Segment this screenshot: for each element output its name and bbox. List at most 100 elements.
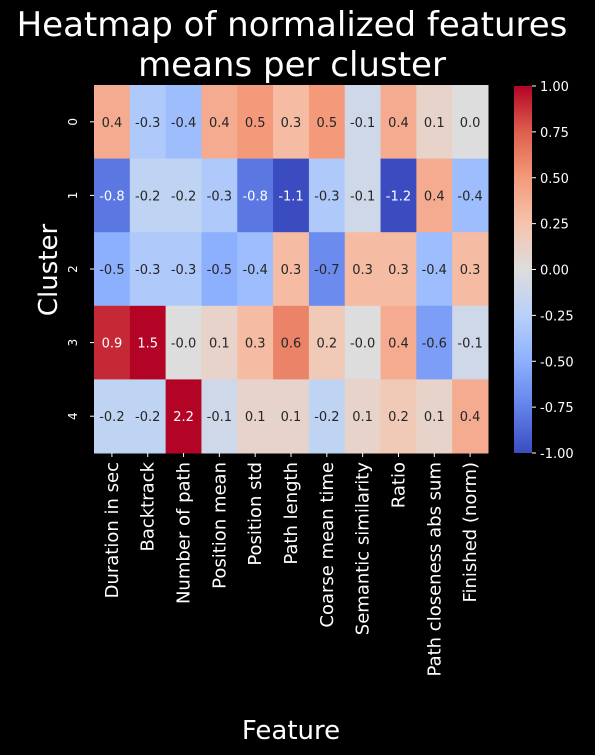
heatmap-cell-label: 0.1 xyxy=(281,410,302,425)
heatmap-cell-label: 0.4 xyxy=(388,116,409,131)
heatmap-cell-label: -0.4 xyxy=(171,116,196,131)
heatmap-cell xyxy=(94,85,131,160)
heatmap-cell-label: -0.0 xyxy=(171,337,196,352)
heatmap-cell-label: 0.4 xyxy=(460,410,481,425)
heatmap-cell xyxy=(380,85,417,160)
colorbar-tick-label: 0.00 xyxy=(540,264,569,279)
heatmap-cell-label: 0.1 xyxy=(352,410,373,425)
heatmap-cell-label: 0.1 xyxy=(424,116,445,131)
colorbar xyxy=(514,86,532,453)
heatmap-cell xyxy=(273,232,310,307)
x-tick-label: Position std xyxy=(245,462,266,566)
heatmap-cell xyxy=(308,85,346,160)
heatmap-cell xyxy=(94,232,131,307)
heatmap-cell-label: 0.3 xyxy=(388,263,409,278)
colorbar-tick-label: -0.75 xyxy=(540,401,574,416)
heatmap-cell-label: -0.3 xyxy=(171,263,196,278)
heatmap-cell-label: 0.4 xyxy=(424,189,445,204)
heatmap-cell xyxy=(344,305,382,380)
heatmap-cell-label: 0.5 xyxy=(245,116,266,131)
heatmap-cell-label: -0.2 xyxy=(99,410,124,425)
chart-title-line-1: Heatmap of normalized features xyxy=(17,5,568,45)
heatmap-cell xyxy=(416,158,453,233)
x-tick-label: Path closeness abs sum xyxy=(424,462,445,676)
heatmap-cell xyxy=(452,305,489,380)
x-tick-label: Coarse mean time xyxy=(317,462,338,628)
heatmap-cell-label: 0.3 xyxy=(245,337,266,352)
heatmap-cell-label: -0.2 xyxy=(314,410,339,425)
x-tick-label: Number of path xyxy=(174,462,195,604)
heatmap-cell xyxy=(165,232,202,307)
heatmap-cell xyxy=(201,305,238,380)
heatmap-cell-label: -0.3 xyxy=(135,116,160,131)
heatmap-cell-label: 0.3 xyxy=(281,116,302,131)
heatmap-cell-label: 0.4 xyxy=(209,116,230,131)
x-tick-label: Semantic similarity xyxy=(353,462,374,636)
x-axis-ticks: Duration in sec Backtrack Number of path Po… xyxy=(102,453,481,676)
heatmap-cell-label: -0.8 xyxy=(99,189,124,204)
heatmap-cell-label: -0.2 xyxy=(135,189,160,204)
heatmap-cell-label: -0.3 xyxy=(207,189,232,204)
heatmap-cell-label: 0.2 xyxy=(388,410,409,425)
heatmap-cell xyxy=(165,158,202,233)
y-axis-ticks: 0 1 2 3 4 xyxy=(66,118,94,420)
heatmap-cell xyxy=(416,232,453,307)
colorbar-tick-label: -1.00 xyxy=(540,447,574,462)
heatmap-cell xyxy=(237,85,274,160)
heatmap-cell-label: -0.5 xyxy=(207,263,232,278)
x-tick-label: Position mean xyxy=(209,462,230,589)
x-tick-label: Duration in sec xyxy=(102,462,123,598)
heatmap-cell xyxy=(308,379,346,454)
heatmap-cell xyxy=(129,305,167,380)
heatmap-cell xyxy=(380,158,417,233)
heatmap-cell-label: -1.1 xyxy=(278,189,303,204)
heatmap-cell xyxy=(237,158,274,233)
heatmap-cell-label: 0.4 xyxy=(388,337,409,352)
heatmap-cell xyxy=(201,379,238,454)
heatmap-cell-label: -0.5 xyxy=(99,263,124,278)
heatmap-cell-label: -0.4 xyxy=(422,263,447,278)
colorbar-tick-label: 0.25 xyxy=(540,218,569,233)
x-tick-label: Path length xyxy=(281,462,302,565)
y-tick-label: 0 xyxy=(66,118,80,126)
heatmap-cell xyxy=(380,305,417,380)
heatmap-cells xyxy=(94,85,489,454)
heatmap-cell-label: -0.0 xyxy=(350,337,375,352)
y-tick-label: 4 xyxy=(66,412,80,420)
heatmap-cell-label: -0.2 xyxy=(171,189,196,204)
heatmap-cell xyxy=(308,158,346,233)
heatmap-cell-label: 0.1 xyxy=(424,410,445,425)
y-tick-label: 3 xyxy=(66,339,80,347)
heatmap-cell-label: 0.9 xyxy=(102,337,123,352)
heatmap-cell xyxy=(308,232,346,307)
heatmap-cell xyxy=(201,232,238,307)
x-tick-label: Ratio xyxy=(388,462,409,508)
chart-title-line-2: means per cluster xyxy=(138,45,446,85)
colorbar-tick-label: 0.50 xyxy=(540,172,569,187)
y-tick-label: 2 xyxy=(66,265,80,273)
heatmap-cell xyxy=(308,305,346,380)
heatmap-cell-label: -0.6 xyxy=(422,337,447,352)
heatmap-cell xyxy=(94,158,131,233)
heatmap-cell xyxy=(129,158,167,233)
heatmap-cell-label: 0.6 xyxy=(281,337,302,352)
y-tick-label: 1 xyxy=(66,192,80,200)
heatmap-cell xyxy=(165,85,202,160)
heatmap-cell xyxy=(416,85,453,160)
heatmap-cell xyxy=(165,305,202,380)
heatmap-cell xyxy=(273,305,310,380)
heatmap-cell-label: 2.2 xyxy=(173,410,194,425)
heatmap-cell xyxy=(129,232,167,307)
heatmap-cell xyxy=(237,305,274,380)
heatmap-cell-label: -0.4 xyxy=(457,189,482,204)
heatmap-cell xyxy=(452,379,489,454)
heatmap-cell xyxy=(416,305,453,380)
x-tick-label: Finished (norm) xyxy=(460,462,481,603)
heatmap-cell-label: 1.5 xyxy=(137,337,158,352)
colorbar-tick-label: 0.75 xyxy=(540,126,569,141)
heatmap-cell xyxy=(94,379,131,454)
heatmap-cell-label: 0.3 xyxy=(281,263,302,278)
heatmap-cell xyxy=(237,232,274,307)
heatmap-cell-label: -0.4 xyxy=(242,263,267,278)
